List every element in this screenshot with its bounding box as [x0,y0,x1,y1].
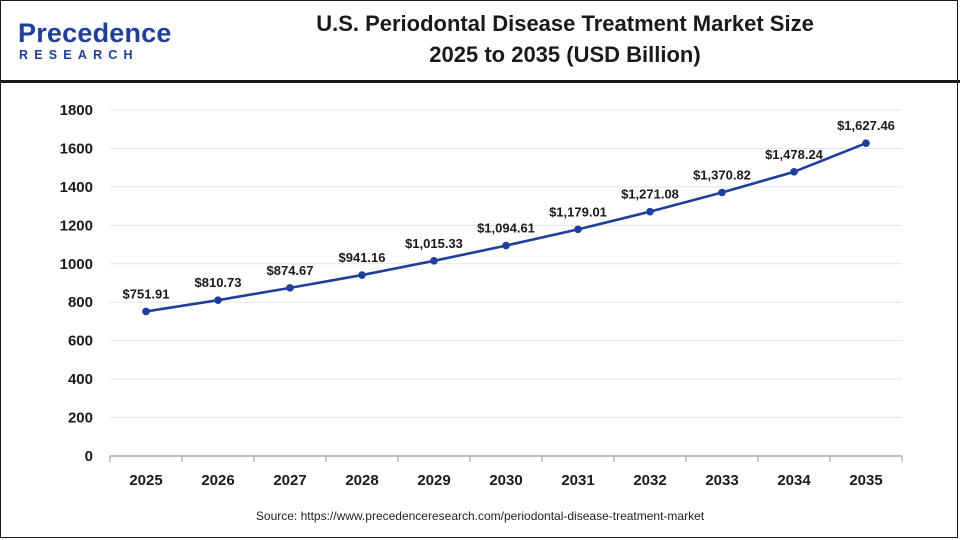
x-tick-label: 2035 [849,472,882,489]
brand-logo: Precedence RESEARCH [18,18,171,68]
data-label: $874.67 [267,263,314,278]
x-tick-label: 2027 [273,472,306,489]
source-note: Source: https://www.precedenceresearch.c… [255,509,705,523]
y-tick-label: 800 [68,294,93,311]
data-point [142,307,150,316]
data-label: $1,370.82 [693,167,751,182]
header-divider [0,80,960,83]
data-label: $1,271.08 [621,187,679,202]
y-tick-label: 1600 [60,140,93,157]
chart-title-line-2: 2025 to 2035 (USD Billion) [429,42,701,67]
y-tick-label: 1200 [60,217,93,234]
data-label: $810.73 [195,275,242,290]
brand-name: Precedence [18,18,172,48]
header: Precedence RESEARCH U.S. Periodontal Dis… [0,0,960,82]
data-label: $751.91 [123,286,170,301]
x-tick-label: 2030 [489,472,522,489]
chart-title-line-1: U.S. Periodontal Disease Treatment Marke… [316,11,814,36]
x-tick-label: 2029 [417,472,450,489]
y-tick-label: 1800 [60,102,93,119]
x-tick-label: 2025 [129,472,162,489]
data-point [358,271,366,279]
x-tick-label: 2034 [777,472,811,489]
data-point [214,296,222,304]
data-point [790,168,798,176]
brand-subtitle: RESEARCH [19,48,139,62]
data-label: $1,627.46 [837,118,895,133]
y-tick-label: 1000 [60,256,93,273]
y-tick-label: 1400 [60,179,93,196]
data-label: $941.16 [339,250,386,265]
x-tick-label: 2028 [345,472,378,489]
data-label: $1,015.33 [405,236,463,251]
data-point [718,188,726,197]
data-point [430,257,438,265]
y-tick-label: 600 [68,333,93,350]
y-tick-label: 400 [68,371,93,388]
x-tick-label: 2032 [633,472,666,489]
data-point [574,225,582,234]
data-point [286,284,294,292]
y-tick-label: 0 [85,448,93,465]
x-tick-label: 2026 [201,472,234,489]
x-tick-label: 2031 [561,472,594,489]
x-tick-label: 2033 [705,472,738,489]
data-point [502,241,510,250]
data-label: $1,179.01 [549,204,607,219]
data-label: $1,478.24 [765,147,824,162]
data-point [646,207,654,216]
y-tick-label: 200 [68,410,93,427]
data-point [862,139,870,147]
chart-title: U.S. Periodontal Disease Treatment Marke… [200,8,930,70]
data-label: $1,094.61 [477,221,535,236]
